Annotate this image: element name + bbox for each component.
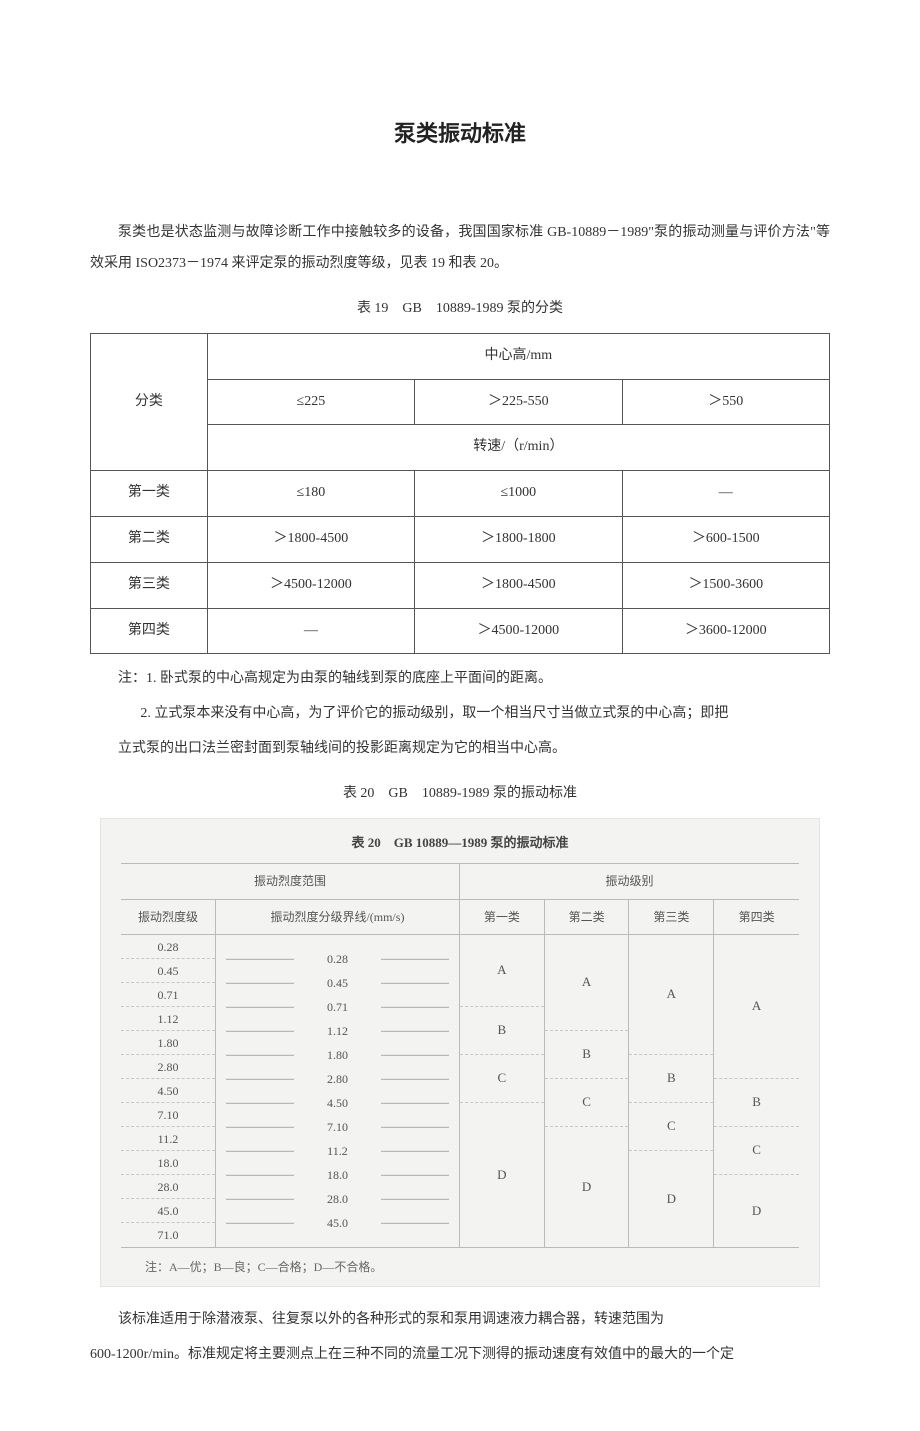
table-cell: ＞1500-3600	[622, 562, 829, 608]
table20-sub-level: 振动烈度级	[121, 900, 216, 934]
table20-vib-col-1: ABCD	[460, 935, 545, 1247]
table-cell: ≤225	[207, 379, 414, 425]
table20-grade-cell: C	[460, 1055, 544, 1103]
table-row: 第三类 ＞4500-12000 ＞1800-4500 ＞1500-3600	[91, 562, 830, 608]
table19-note-2b: 立式泵的出口法兰密封面到泵轴线间的投影距离规定为它的相当中心高。	[90, 734, 830, 765]
table20-grade-cell: D	[460, 1103, 544, 1247]
table20-grade-cell: D	[629, 1151, 713, 1247]
table20-grade-cell: A	[545, 935, 629, 1031]
table19-caption: 表 19 GB 10889-1989 泵的分类	[90, 294, 830, 325]
table20-vib-col-3: ABCD	[629, 935, 714, 1247]
table20-level-cell: 1.12	[121, 1007, 215, 1031]
table-row: 第四类 — ＞4500-12000 ＞3600-12000	[91, 608, 830, 654]
table20-level-cell: 71.0	[121, 1223, 215, 1247]
tail-paragraph-1: 该标准适用于除潜液泵、往复泵以外的各种形式的泵和泵用调速液力耦合器，转速范围为	[90, 1305, 830, 1336]
table-cell: ≤180	[207, 471, 414, 517]
table-cell: —	[207, 608, 414, 654]
table20-grade-cell: A	[714, 935, 799, 1079]
table-cell: ≤1000	[415, 471, 622, 517]
table19-note-2a: 2. 立式泵本来没有中心高，为了评价它的振动级别，取一个相当尺寸当做立式泵的中心…	[90, 699, 830, 730]
table20-boundary-label: 45.0	[216, 1210, 459, 1236]
table20-caption: 表 20 GB 10889-1989 泵的振动标准	[90, 779, 830, 810]
table20-level-cell: 0.45	[121, 959, 215, 983]
table20-class-3: 第三类	[629, 900, 714, 934]
table20-level-cell: 4.50	[121, 1079, 215, 1103]
table20-grade-cell: D	[545, 1127, 629, 1247]
table20-boundary-label: 0.28	[216, 946, 459, 972]
table20-grade-cell: B	[629, 1055, 713, 1103]
table20-sub-bound: 振动烈度分级界线/(mm/s)	[216, 900, 460, 934]
table-cell: ＞1800-4500	[415, 562, 622, 608]
table20-header-row1: 振动烈度范围 振动级别	[121, 863, 799, 899]
table20-boundary-label: 1.12	[216, 1018, 459, 1044]
table20-boundary-label: 2.80	[216, 1066, 459, 1092]
table-header-center-hi: 中心高/mm	[207, 333, 829, 379]
table-row: 第二类 ＞1800-4500 ＞1800-1800 ＞600-1500	[91, 516, 830, 562]
table20-vib-col-2: ABCD	[545, 935, 630, 1247]
table20-levels-column: 0.280.450.711.121.802.804.507.1011.218.0…	[121, 935, 216, 1247]
table-cell: ＞4500-12000	[415, 608, 622, 654]
table-cell: 第四类	[91, 608, 208, 654]
table20-grade-cell: C	[714, 1127, 799, 1175]
table20-grade-cell: C	[629, 1103, 713, 1151]
table20-level-cell: 45.0	[121, 1199, 215, 1223]
table-cell: ＞4500-12000	[207, 562, 414, 608]
table20-grade-cell: D	[714, 1175, 799, 1247]
table20-scan-title: 表 20 GB 10889—1989 泵的振动标准	[121, 827, 799, 864]
table-row: 第一类 ≤180 ≤1000 —	[91, 471, 830, 517]
table20-boundary-label: 0.71	[216, 994, 459, 1020]
table20-boundary-label: 1.80	[216, 1042, 459, 1068]
document-page: 泵类振动标准 泵类也是状态监测与故障诊断工作中接触较多的设备，我国国家标准 GB…	[0, 0, 920, 1431]
table-cell: ＞550	[622, 379, 829, 425]
table20-boundary-label: 28.0	[216, 1186, 459, 1212]
table20-boundary-label: 0.45	[216, 970, 459, 996]
table-cell: ＞225-550	[415, 379, 622, 425]
table20-level-cell: 0.28	[121, 935, 215, 959]
table20-level-cell: 0.71	[121, 983, 215, 1007]
table20-boundary-label: 18.0	[216, 1162, 459, 1188]
table-cell: —	[622, 471, 829, 517]
table20-grade-cell: B	[545, 1031, 629, 1079]
table-cell: ＞600-1500	[622, 516, 829, 562]
table20-header-range: 振动烈度范围	[121, 864, 460, 898]
table-cell: 第三类	[91, 562, 208, 608]
table-row: 分类 中心高/mm	[91, 333, 830, 379]
table20-body: 0.280.450.711.121.802.804.507.1011.218.0…	[121, 935, 799, 1247]
table20-grade-cell: A	[460, 935, 544, 1007]
intro-paragraph: 泵类也是状态监测与故障诊断工作中接触较多的设备，我国国家标准 GB-10889－…	[90, 218, 830, 280]
table20-header-class: 振动级别	[460, 864, 799, 898]
table20-scan: 表 20 GB 10889—1989 泵的振动标准 振动烈度范围 振动级别 振动…	[100, 818, 820, 1288]
table20-level-cell: 7.10	[121, 1103, 215, 1127]
table20-level-cell: 28.0	[121, 1175, 215, 1199]
table19: 分类 中心高/mm ≤225 ＞225-550 ＞550 转速/（r/min） …	[90, 333, 830, 655]
table20-scan-note: 注：A—优；B—良；C—合格；D—不合格。	[121, 1247, 799, 1282]
table20-level-cell: 11.2	[121, 1127, 215, 1151]
document-title: 泵类振动标准	[90, 110, 830, 158]
table20-class-2: 第二类	[545, 900, 630, 934]
table20-boundary-label: 11.2	[216, 1138, 459, 1164]
table-cell: ＞1800-1800	[415, 516, 622, 562]
table-cell: 第二类	[91, 516, 208, 562]
table20-class-4: 第四类	[714, 900, 799, 934]
table20-grade-cell: C	[545, 1079, 629, 1127]
table20-boundary-label: 4.50	[216, 1090, 459, 1116]
table20-grade-cell: A	[629, 935, 713, 1055]
table-cell: ＞1800-4500	[207, 516, 414, 562]
table20-grade-cell: B	[714, 1079, 799, 1127]
table-cell: 第一类	[91, 471, 208, 517]
table20-header-row2: 振动烈度级 振动烈度分级界线/(mm/s) 第一类 第二类 第三类 第四类	[121, 900, 799, 935]
table-header-category: 分类	[91, 333, 208, 470]
table-cell: ＞3600-12000	[622, 608, 829, 654]
table-header-speed: 转速/（r/min）	[207, 425, 829, 471]
table20-level-cell: 2.80	[121, 1055, 215, 1079]
table20-level-cell: 18.0	[121, 1151, 215, 1175]
table20-boundary-label: 7.10	[216, 1114, 459, 1140]
table20-level-cell: 1.80	[121, 1031, 215, 1055]
table19-note-1: 注：1. 卧式泵的中心高规定为由泵的轴线到泵的底座上平面间的距离。	[90, 664, 830, 695]
table20-boundaries-column: 0.280.450.711.121.802.804.507.1011.218.0…	[216, 935, 460, 1247]
table20-class-1: 第一类	[460, 900, 545, 934]
tail-paragraph-2: 600-1200r/min。标准规定将主要测点上在三种不同的流量工况下测得的振动…	[90, 1340, 830, 1371]
table20-grade-cell: B	[460, 1007, 544, 1055]
table20-vib-col-4: ABCD	[714, 935, 799, 1247]
